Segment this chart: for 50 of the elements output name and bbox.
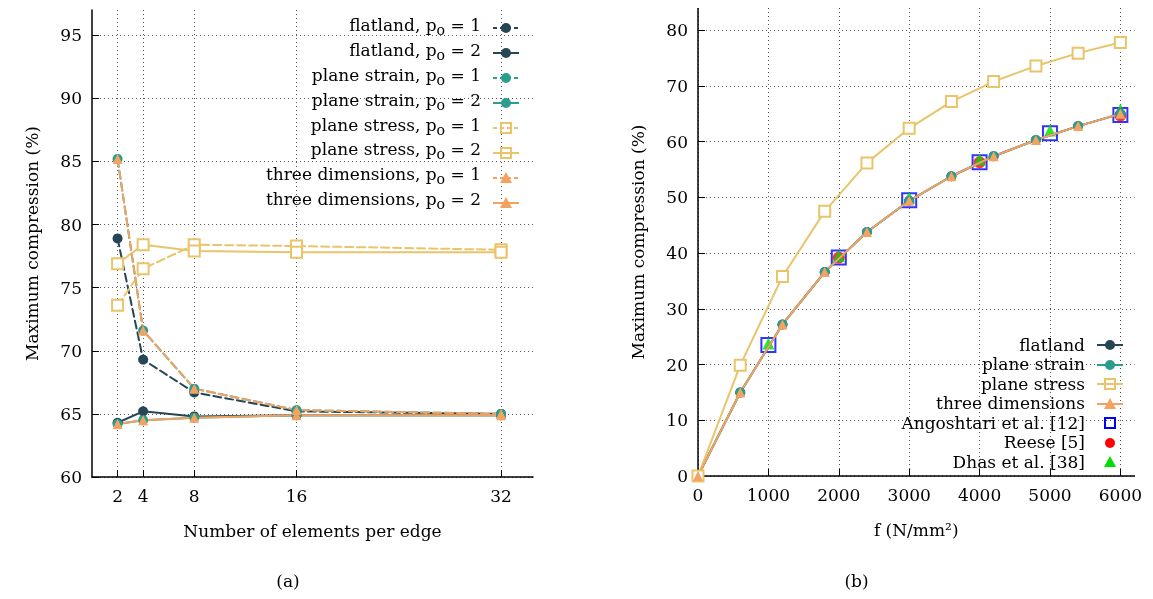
y-tick-label: 70: [666, 76, 688, 96]
x-tick-label: 5000: [1028, 484, 1072, 505]
x-tick-label: 0: [692, 484, 704, 505]
x-tick-label: 4: [137, 485, 149, 506]
y-tick-label: 80: [60, 214, 82, 235]
legend-label: flatland: [1019, 334, 1085, 355]
legend-label: three dimensions: [936, 393, 1085, 414]
y-tick-label: 60: [60, 467, 82, 487]
x-tick-label: 1000: [746, 484, 791, 505]
legend-label: plane strain, p$_{o}$ = 2: [311, 89, 481, 116]
x-tick-label: 32: [490, 485, 512, 506]
legend-label: three dimensions, p$_{o}$ = 2: [265, 189, 481, 215]
y-tick-label: 0: [677, 466, 688, 486]
x-tick-label: 8: [188, 485, 200, 506]
x-tick-label: 2: [112, 485, 123, 506]
y-tick-label: 70: [60, 340, 82, 361]
legend-label: three dimensions, p$_{o}$ = 1: [265, 164, 481, 190]
text: (a): [276, 570, 300, 591]
y-tick-label: 20: [666, 354, 688, 375]
legend-label: plane strain: [981, 354, 1085, 375]
legend-label: Angoshtari et al. [12]: [901, 412, 1085, 433]
y-tick-label: 80: [666, 20, 688, 41]
x-tick-label: 16: [285, 485, 308, 506]
legend-label: plane strain, p$_{o}$ = 1: [311, 64, 481, 91]
legend-label: flatland, p$_{o}$ = 1: [349, 15, 481, 41]
legend-label: plane stress: [980, 373, 1085, 394]
x-tick-label: 6000: [1098, 484, 1142, 505]
y-tick-label: 10: [666, 410, 688, 431]
legend-label: plane stress, p$_{o}$ = 1: [310, 114, 481, 140]
legend-label: flatland, p$_{o}$ = 2: [349, 39, 481, 66]
y-tick-label: 85: [60, 151, 82, 172]
legend-label: Reese [5]: [1003, 432, 1085, 453]
text: (b): [844, 570, 869, 591]
y-tick-label: 30: [666, 298, 688, 319]
y-tick-label: 50: [666, 187, 688, 208]
legend-label: Dhas et al. [38]: [952, 451, 1085, 472]
y-tick-label: 90: [60, 88, 82, 109]
x-axis-title: Number of elements per edge: [183, 520, 442, 541]
x-tick-label: 4000: [957, 484, 1002, 505]
x-axis-title: f (N/mm²): [873, 519, 959, 540]
y-tick-label: 60: [666, 131, 688, 152]
y-tick-label: 40: [666, 243, 688, 264]
legend-label: plane stress, p$_{o}$ = 2: [310, 139, 481, 165]
y-tick-label: 75: [60, 277, 82, 298]
x-tick-label: 2000: [817, 484, 861, 505]
x-tick-label: 3000: [887, 484, 931, 505]
y-tick-label: 95: [60, 25, 82, 46]
y-tick-label: 65: [60, 403, 82, 424]
y-axis-title: Maximum compression (%): [627, 124, 648, 360]
y-axis-title: Maximum compression (%): [21, 126, 42, 361]
